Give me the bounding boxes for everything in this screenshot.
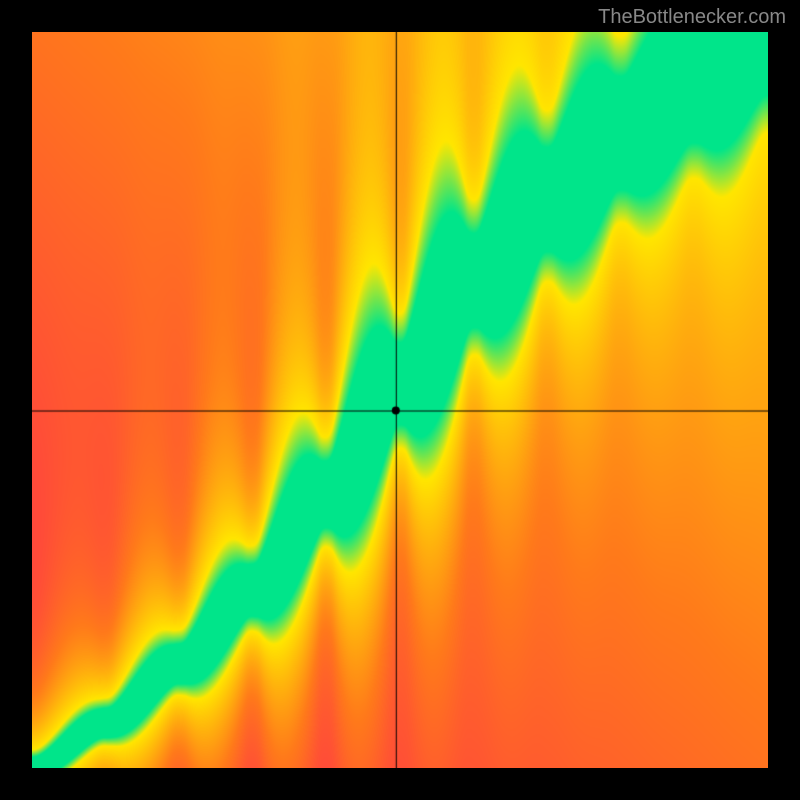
watermark-text: TheBottlenecker.com	[598, 6, 786, 29]
bottleneck-heatmap	[32, 32, 768, 768]
chart-container: TheBottlenecker.com	[0, 0, 800, 800]
